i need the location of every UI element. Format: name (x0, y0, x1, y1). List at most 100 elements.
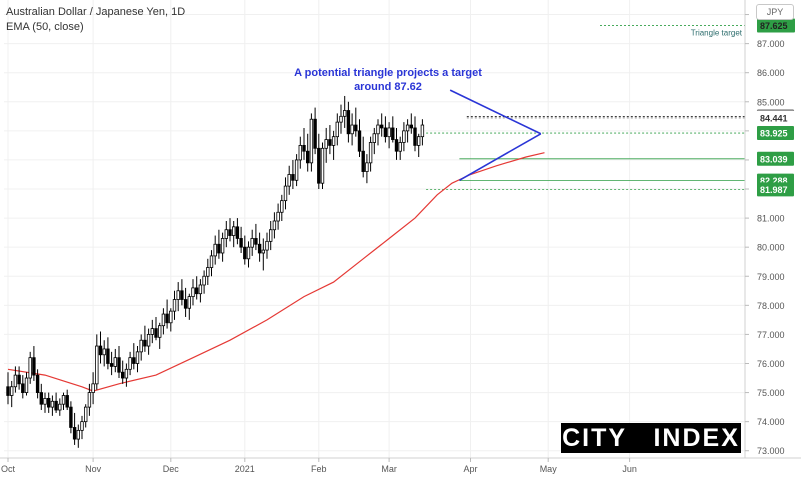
y-tick-label: 77.000 (757, 330, 785, 340)
candle-body (394, 139, 399, 152)
candle-body (320, 147, 325, 184)
y-tick-label: 87.000 (757, 39, 785, 49)
candle-body (339, 115, 343, 123)
candle-body (187, 296, 191, 309)
candle-body (128, 357, 132, 370)
candle-body (76, 429, 80, 440)
candle-body (194, 287, 199, 295)
candle-body (143, 339, 147, 347)
candle-body (209, 255, 214, 268)
candle-body (154, 328, 158, 338)
y-tick-label: 85.000 (757, 97, 785, 107)
candle-body (309, 118, 314, 164)
candle-body (224, 229, 228, 239)
currency-badge[interactable]: JPY (756, 4, 794, 20)
candle-body (117, 357, 121, 373)
candle-body (191, 287, 195, 298)
candle-body (413, 127, 417, 146)
triangle-annotation: A potential triangle projects a target a… (288, 66, 488, 94)
candle-body (324, 139, 328, 149)
candle-body (139, 339, 143, 353)
price-level-box (757, 126, 794, 141)
y-axis[interactable]: 73.000 74.000 75.000 76.000 77.000 78.000 79.0… (744, 0, 785, 458)
candle-body (61, 395, 66, 405)
price-level-value: 87.625 (760, 21, 788, 31)
candle-body (135, 351, 140, 364)
candle-body (265, 240, 269, 251)
candle-body (239, 238, 243, 248)
candle-body (231, 226, 236, 236)
candle-body (161, 313, 166, 327)
candle-body (9, 386, 14, 396)
candle-body (39, 392, 43, 405)
candle-body (206, 267, 210, 277)
candle-body (291, 174, 295, 181)
candle-body (84, 406, 88, 423)
candle-body (220, 238, 225, 254)
candle-body (228, 229, 232, 236)
candle-body (342, 110, 347, 117)
y-tick-label: 73.000 (757, 446, 785, 456)
price-level-value: 83.925 (760, 129, 788, 139)
candle-body (169, 310, 173, 324)
x-tick-label: Apr (463, 464, 477, 474)
candle-body (391, 127, 395, 140)
x-tick-label: Mar (381, 464, 397, 474)
x-tick-label: May (540, 464, 558, 474)
ema-line (7, 152, 545, 392)
candle-body (317, 147, 321, 184)
candle-body (146, 334, 151, 347)
price-level-lines (426, 25, 745, 190)
candle-body (313, 118, 317, 149)
price-level-value: 81.987 (760, 185, 788, 195)
candle-body (95, 345, 99, 385)
y-tick-label: 76.000 (757, 359, 785, 369)
price-level-box (757, 182, 794, 197)
triangle-trendlines (449, 89, 542, 181)
candle-body (198, 284, 203, 295)
candle-body (28, 357, 32, 379)
x-tick-label: Dec (163, 464, 180, 474)
candle-body (398, 142, 402, 152)
candle-body (365, 162, 369, 172)
candle-body (124, 368, 129, 379)
candle-body (21, 383, 25, 393)
annotation-line-2: around 87.62 (354, 81, 422, 93)
chart-title: Australian Dollar / Japanese Yen, 1D (6, 6, 186, 18)
candles[interactable] (6, 95, 425, 448)
price-level-box (757, 18, 795, 33)
grid (4, 0, 745, 458)
candle-body (32, 357, 36, 376)
candle-body (69, 406, 73, 428)
candle-body (6, 386, 10, 396)
triangle-target-note: Triangle target (691, 28, 743, 37)
candle-body (246, 246, 251, 260)
candle-body (65, 395, 69, 408)
candle-body (361, 150, 365, 172)
candle-body (87, 392, 92, 408)
y-tick-label: 74.000 (757, 417, 785, 427)
candle-body (58, 403, 62, 411)
candle-body (354, 124, 358, 132)
candle-body (243, 246, 247, 260)
candle-body (280, 200, 284, 213)
candle-body (17, 374, 21, 385)
x-axis[interactable]: Oct Nov Dec 2021 Feb Mar Apr May Jun (0, 457, 801, 474)
logo-word-1: CITY (562, 423, 627, 452)
candle-body (235, 226, 240, 239)
price-level-box (756, 110, 795, 126)
x-tick-label: 2021 (235, 464, 255, 474)
logo-text: CITY INDEX (562, 424, 740, 453)
candle-body (276, 211, 280, 222)
y-tick-label: 86.000 (757, 68, 785, 78)
candle-body (24, 377, 29, 393)
x-tick-label: Nov (85, 464, 102, 474)
candle-body (109, 363, 114, 367)
candle-body (150, 328, 154, 335)
candle-body (91, 383, 95, 393)
candle-body (121, 371, 125, 379)
candle-body (43, 397, 47, 405)
